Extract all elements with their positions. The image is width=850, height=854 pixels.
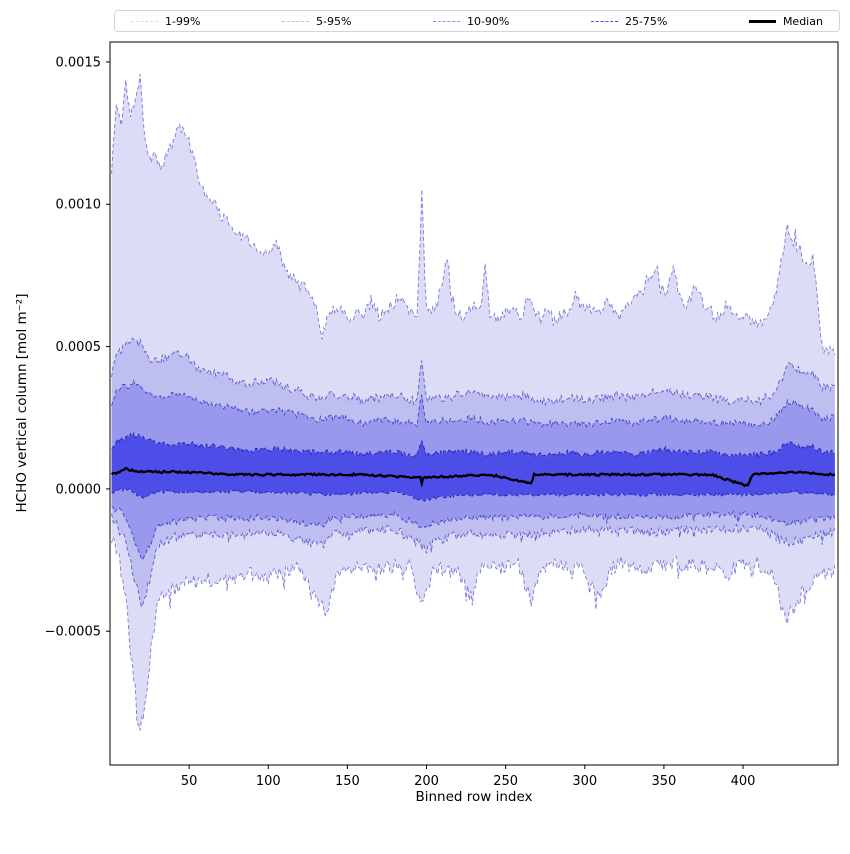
legend-line-sample-median-icon — [748, 19, 776, 23]
y-axis-label: HCHO vertical column [mol m⁻²] — [14, 293, 30, 513]
legend-line-sample-5-95-icon — [281, 20, 309, 22]
legend-line-sample-10-90-icon — [432, 20, 460, 22]
legend-line-sample-25-75-icon — [590, 20, 618, 22]
percentile-line-p90 — [111, 379, 836, 430]
x-tick-label: 100 — [256, 774, 281, 789]
legend-item-5-95: 5-95% — [281, 14, 352, 28]
legend-item-1-99: 1-99% — [131, 15, 200, 28]
x-tick-label: 350 — [651, 774, 676, 789]
y-tick-label: 0.0000 — [56, 482, 102, 497]
median-line — [110, 466, 836, 488]
legend-label: 5-95% — [315, 14, 352, 28]
percentile-line-p10 — [111, 506, 836, 561]
legend-item-10-90: 10-90% — [432, 14, 510, 28]
legend-label: 25-75% — [624, 14, 668, 28]
percentile-line-p5 — [111, 513, 836, 609]
y-tick-label: 0.0015 — [56, 55, 102, 70]
x-tick-label: 150 — [335, 774, 360, 789]
legend-label: 10-90% — [466, 14, 510, 28]
legend-item-25-75: 25-75% — [590, 14, 668, 28]
percentile-line-p95 — [111, 337, 835, 407]
x-tick-label: 50 — [181, 774, 198, 789]
axes-frame — [109, 41, 839, 766]
percentile-line-p99 — [111, 74, 836, 356]
x-tick-label: 400 — [731, 774, 756, 789]
y-tick-label: 0.0010 — [56, 198, 102, 213]
x-axis-label: Binned row index — [415, 789, 533, 805]
x-tick-label: 250 — [493, 774, 518, 789]
percentile-line-p25 — [111, 487, 836, 502]
x-tick-label: 300 — [572, 774, 597, 789]
y-tick-label: −0.0005 — [45, 625, 101, 640]
chart-legend: 1-99% 5-95% 10-90% 25-75% Median — [114, 10, 840, 32]
x-tick-label: 200 — [414, 774, 439, 789]
legend-item-median: Median — [748, 14, 823, 28]
legend-label: Median — [782, 14, 823, 28]
percentile-line-p1 — [111, 535, 836, 731]
legend-line-sample-1-99-icon — [131, 20, 158, 22]
legend-label: 1-99% — [165, 14, 201, 28]
y-tick-label: 0.0005 — [56, 340, 102, 355]
band-25-75% — [111, 433, 835, 502]
